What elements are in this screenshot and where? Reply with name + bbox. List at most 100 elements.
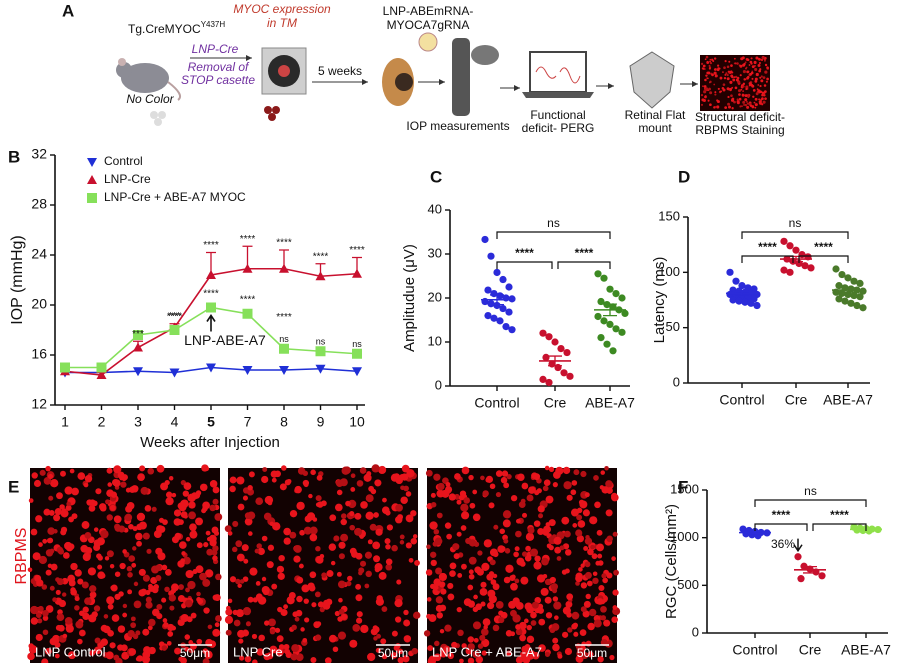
x-tick-label: 3 xyxy=(134,414,142,430)
marker xyxy=(315,364,326,374)
cell xyxy=(399,474,405,480)
cell xyxy=(436,512,443,519)
cell xyxy=(74,605,80,611)
cell xyxy=(191,529,197,536)
cell xyxy=(140,588,147,596)
cell xyxy=(730,74,734,78)
cell xyxy=(736,76,740,80)
bracket xyxy=(496,261,553,269)
cell xyxy=(731,107,734,110)
dots xyxy=(154,118,162,126)
y-tick-label: 32 xyxy=(31,146,47,162)
cell xyxy=(428,614,437,623)
y-tick-label: 0 xyxy=(692,624,699,639)
cell xyxy=(231,546,238,553)
cell xyxy=(762,100,766,104)
cell xyxy=(411,647,419,655)
cell xyxy=(385,558,393,566)
dots xyxy=(272,106,280,114)
cell xyxy=(544,465,550,471)
point xyxy=(832,265,840,273)
cell xyxy=(340,513,347,519)
cell xyxy=(757,84,760,86)
point xyxy=(856,279,864,287)
cell xyxy=(521,551,528,557)
cell xyxy=(54,653,60,659)
mouse-icon xyxy=(118,58,126,66)
cell xyxy=(433,578,441,587)
significance: *** xyxy=(169,311,181,322)
cell xyxy=(378,465,387,475)
cell xyxy=(74,569,82,577)
cell xyxy=(179,541,187,549)
cell xyxy=(395,503,403,512)
cell xyxy=(397,648,404,655)
cell xyxy=(518,501,526,509)
cell xyxy=(212,555,218,561)
cell xyxy=(576,514,583,521)
cell xyxy=(613,569,619,576)
cell xyxy=(126,502,135,510)
cell xyxy=(563,481,572,490)
cell xyxy=(177,560,185,568)
cell xyxy=(405,491,412,497)
significance: **** xyxy=(240,234,256,245)
cell xyxy=(561,516,570,525)
cell xyxy=(403,609,409,616)
cell xyxy=(48,510,55,516)
cell xyxy=(145,596,152,603)
cell xyxy=(702,98,706,102)
cell xyxy=(726,77,730,81)
cell xyxy=(185,587,190,593)
cell xyxy=(336,489,343,496)
cell xyxy=(461,563,467,570)
cell xyxy=(587,651,594,658)
cell xyxy=(340,518,347,526)
cell xyxy=(582,610,590,618)
cell xyxy=(372,625,379,631)
cell xyxy=(133,581,139,587)
cell xyxy=(336,571,342,577)
cell xyxy=(489,483,496,490)
bracket xyxy=(812,523,867,531)
cell xyxy=(733,57,736,60)
significance: ns xyxy=(352,339,362,349)
cell xyxy=(84,531,92,539)
arrow xyxy=(608,83,614,89)
cell xyxy=(32,552,41,561)
cell xyxy=(127,630,135,638)
cell xyxy=(188,640,194,645)
cell xyxy=(559,545,565,551)
cell xyxy=(332,646,339,653)
cell xyxy=(42,615,49,621)
cell xyxy=(723,66,726,70)
x-tick-label: 8 xyxy=(280,414,288,430)
cell xyxy=(207,624,213,630)
cell xyxy=(225,629,232,636)
cell xyxy=(747,96,750,99)
cell xyxy=(239,655,245,661)
cell xyxy=(106,467,113,474)
cell xyxy=(77,472,86,480)
cell xyxy=(495,470,503,477)
cell xyxy=(355,594,363,602)
cell xyxy=(148,646,156,655)
cell xyxy=(62,592,67,597)
cell xyxy=(745,85,749,89)
cell xyxy=(262,588,270,596)
cell xyxy=(481,638,490,648)
marker xyxy=(279,263,289,273)
cell xyxy=(534,607,541,614)
cell xyxy=(308,584,316,592)
cell xyxy=(195,517,204,526)
cell xyxy=(587,622,595,631)
step-label: deficit- PERG xyxy=(522,121,595,135)
cell xyxy=(261,535,268,542)
cell xyxy=(161,645,168,651)
point xyxy=(563,348,571,357)
cell xyxy=(171,625,177,631)
cell xyxy=(174,647,181,655)
cell xyxy=(281,465,287,471)
cell xyxy=(278,644,285,650)
cell xyxy=(96,537,105,546)
